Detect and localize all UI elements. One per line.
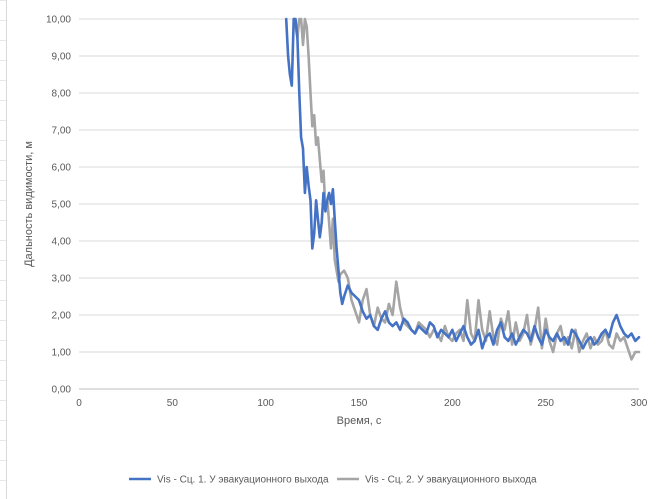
x-axis-title: Время, с [337,415,382,427]
x-tick-label: 50 [167,398,179,409]
chart-area[interactable]: 0,00 1,00 2,00 3,00 4,00 5,00 6,00 7,00 8,00 9,00… [6,0,666,499]
y-tick-label: 6,00 [52,163,72,174]
y-tick-label: 2,00 [52,311,72,322]
legend-label-1: Vis - Сц. 1. У эвакуационного выхода [157,475,329,486]
y-tick-label: 9,00 [52,52,72,63]
spreadsheet-edge [0,0,6,499]
series-line-2[interactable] [292,17,641,361]
y-tick-label: 1,00 [52,348,72,359]
legend-label-2: Vis - Сц. 2. У эвакуационного выхода [365,475,537,486]
y-tick-label: 4,00 [52,237,72,248]
x-tick-label: 300 [631,398,648,409]
x-tick-label: 150 [351,398,368,409]
y-tick-label: 8,00 [52,89,72,100]
x-tick-label: 0 [76,398,82,409]
y-tick-label: 10,00 [46,15,71,26]
y-tick-label: 3,00 [52,274,72,285]
y-tick-label: 7,00 [52,126,72,137]
x-tick-label: 250 [537,398,554,409]
x-tick-label: 100 [257,398,274,409]
x-tick-label: 200 [444,398,461,409]
series-line-1[interactable] [284,17,641,350]
y-tick-label: 0,00 [52,385,72,396]
line-chart: 0,00 1,00 2,00 3,00 4,00 5,00 6,00 7,00 8,00 9,00… [23,15,648,486]
y-tick-label: 5,00 [52,200,72,211]
y-axis-title: Дальность видимости, м [23,141,35,267]
